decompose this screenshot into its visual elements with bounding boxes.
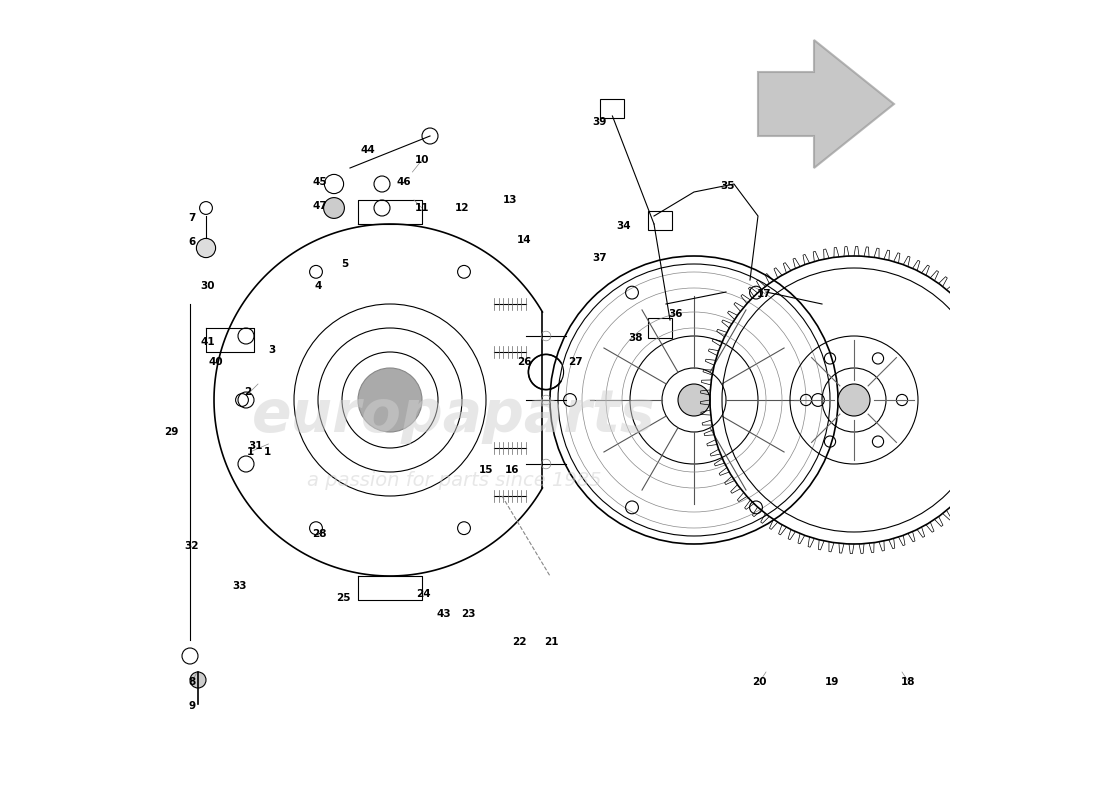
Text: 37: 37 [592,254,607,263]
Text: 10: 10 [415,155,429,165]
Text: 8: 8 [188,677,195,686]
Text: 44: 44 [360,146,375,155]
Text: 39: 39 [593,118,607,127]
Text: 33: 33 [232,581,246,590]
FancyBboxPatch shape [600,99,625,118]
Text: 3: 3 [268,345,275,354]
Text: 17: 17 [757,290,772,299]
Text: 45: 45 [312,178,327,187]
Text: 6: 6 [188,237,195,246]
Text: 31: 31 [249,442,263,451]
Text: 38: 38 [628,334,642,343]
Text: 13: 13 [503,195,517,205]
Text: 11: 11 [415,203,429,213]
Text: 1: 1 [246,447,254,457]
Text: 25: 25 [337,594,351,603]
Circle shape [358,368,422,432]
Text: 9: 9 [188,701,195,710]
Text: 5: 5 [341,259,348,269]
Polygon shape [758,40,894,168]
Text: 22: 22 [513,637,527,646]
Text: 40: 40 [208,358,223,367]
Text: 27: 27 [569,358,583,367]
Text: 2: 2 [244,387,251,397]
Text: 20: 20 [752,677,767,686]
Text: 4: 4 [315,282,321,291]
FancyBboxPatch shape [648,211,672,230]
Text: a passion for parts since 1985: a passion for parts since 1985 [307,470,602,490]
Text: 34: 34 [616,222,631,231]
Text: 1: 1 [264,447,272,457]
Text: 28: 28 [312,529,327,538]
Text: 26: 26 [517,358,531,367]
Circle shape [678,384,710,416]
Text: 23: 23 [461,610,475,619]
Circle shape [838,384,870,416]
Text: 46: 46 [396,178,411,187]
Text: 36: 36 [669,310,683,319]
Text: 47: 47 [312,202,327,211]
Text: 16: 16 [504,466,519,475]
Text: 29: 29 [164,427,179,437]
Text: 30: 30 [200,282,214,291]
FancyBboxPatch shape [648,318,672,338]
Text: 43: 43 [437,610,451,619]
Text: 15: 15 [478,466,493,475]
Text: 14: 14 [517,235,531,245]
Circle shape [323,198,344,218]
Text: 21: 21 [544,637,559,646]
Text: 41: 41 [200,338,214,347]
Circle shape [190,672,206,688]
Text: 12: 12 [454,203,470,213]
Text: 35: 35 [720,182,735,191]
Text: 19: 19 [824,677,839,686]
Text: 7: 7 [188,213,196,222]
Text: 18: 18 [901,677,915,686]
Text: europaparts: europaparts [252,387,656,445]
Text: 24: 24 [416,589,431,598]
Text: 32: 32 [185,541,199,550]
Circle shape [197,238,216,258]
